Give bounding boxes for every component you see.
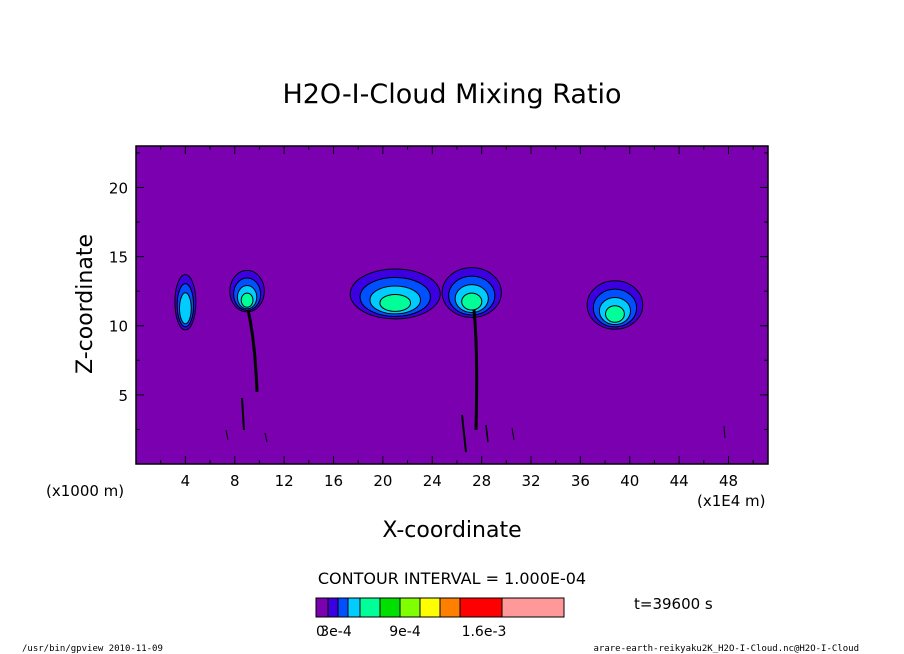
x-tick-label: 40: [620, 472, 639, 490]
colorbar-swatch: [399, 597, 421, 618]
precip-fragment: [511, 427, 515, 441]
cloud-contour: [240, 292, 254, 308]
footer-right: arare-earth-reikyaku2K_H2O-I-Cloud.nc@H2…: [593, 644, 859, 654]
y-tick-label: 15: [109, 249, 128, 267]
colorbar-swatch: [501, 597, 565, 618]
precip-fragment: [723, 425, 726, 439]
y-tick-label: 10: [109, 318, 128, 336]
plot-frame: [135, 145, 769, 465]
precip-fragment: [241, 397, 245, 431]
x-tick-label: 44: [670, 472, 689, 490]
cloud-contour: [604, 305, 625, 323]
cloud-contour: [379, 293, 412, 312]
colorbar-swatch: [359, 597, 381, 618]
cloud-contour: [461, 292, 483, 311]
x-tick-label: 12: [275, 472, 294, 490]
cloud-contour: [178, 292, 192, 325]
colorbar: [315, 597, 565, 618]
x-axis-label: X-coordinate: [382, 518, 521, 543]
x-tick-label: 16: [324, 472, 343, 490]
precip-fragment: [461, 414, 467, 453]
colorbar-label: 9e-4: [389, 624, 421, 640]
x-tick-label: 32: [521, 472, 540, 490]
x-tick-label: 36: [571, 472, 590, 490]
colorbar-swatch: [315, 597, 329, 618]
precip-shaft: [472, 309, 479, 431]
x-tick-label: 24: [423, 472, 442, 490]
colorbar-swatch: [379, 597, 401, 618]
colorbar-swatch: [419, 597, 441, 618]
precip-fragment: [264, 432, 268, 443]
precip-shaft: [246, 309, 259, 393]
x-tick-label: 28: [472, 472, 491, 490]
x-unit-label: (x1E4 m): [697, 492, 766, 510]
y-axis: 5 10 15 20: [109, 152, 768, 430]
x-tick-label: 8: [230, 472, 240, 490]
colorbar-swatch: [459, 597, 503, 618]
footer-left: /usr/bin/gpview 2010-11-09: [22, 644, 163, 654]
x-tick-label: 4: [181, 472, 191, 490]
precip-fragment: [485, 424, 489, 443]
time-text: t=39600 s: [634, 595, 713, 613]
x-tick-label: 48: [719, 472, 738, 490]
colorbar-swatch: [439, 597, 461, 618]
plot-area: [135, 145, 769, 465]
y-tick-label: 20: [109, 179, 128, 197]
colorbar-label: 3e-4: [320, 624, 352, 640]
colorbar-swatch: [327, 597, 339, 618]
chart-title: H2O-I-Cloud Mixing Ratio: [282, 79, 621, 110]
contour-interval-text: CONTOUR INTERVAL = 1.000E-04: [318, 569, 586, 588]
colorbar-swatch: [347, 597, 361, 618]
x-axis: 4 8 12 16 20 24 28 32 36 40 44 48: [160, 146, 754, 490]
colorbar-label: 1.6e-3: [462, 624, 507, 640]
x-tick-label: 20: [373, 472, 392, 490]
y-tick-label: 5: [118, 387, 128, 405]
y-axis-label: Z-coordinate: [73, 234, 98, 374]
colorbar-label: 0: [316, 624, 325, 640]
colorbar-swatch: [337, 597, 349, 618]
precip-fragment: [225, 429, 229, 441]
colorbar-labels: 03e-4 9e-4 1.6e-3: [316, 624, 506, 640]
y-unit-label: (x1000 m): [46, 482, 124, 500]
